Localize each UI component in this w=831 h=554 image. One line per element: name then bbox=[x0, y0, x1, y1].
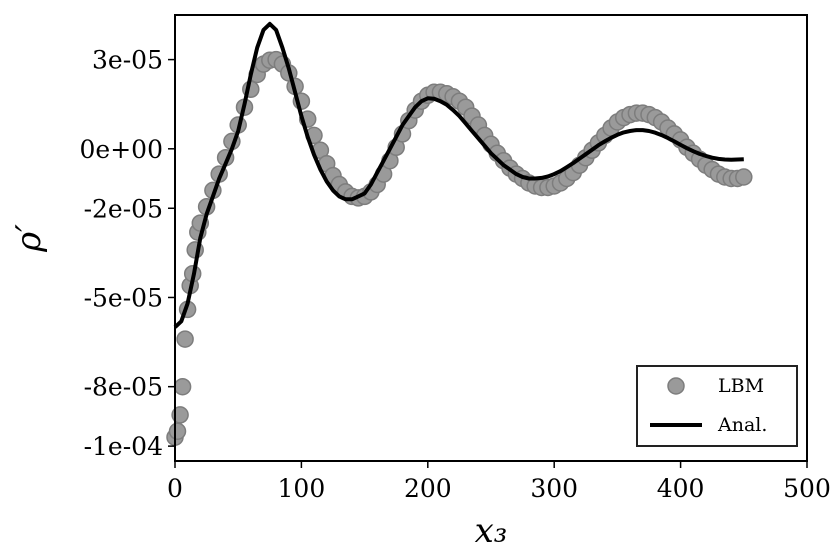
x-tick-label: 100 bbox=[278, 474, 326, 503]
lbm-series bbox=[166, 50, 753, 446]
y-tick-label: -8e-05 bbox=[84, 373, 163, 402]
legend-anal-label: Anal. bbox=[717, 414, 767, 436]
y-tick-label: 0e+00 bbox=[80, 135, 163, 164]
y-axis: 3e-05 0e+00 -2e-05 -5e-05 -8e-05 -1e-04 bbox=[80, 46, 175, 461]
x-axis: 0 100 200 300 400 500 bbox=[167, 461, 831, 503]
plot-frame bbox=[174, 14, 808, 462]
lbm-point bbox=[176, 330, 194, 348]
y-tick-label: -2e-05 bbox=[84, 194, 163, 223]
y-tick-label: 3e-05 bbox=[92, 46, 163, 75]
lbm-point bbox=[168, 422, 187, 441]
x-tick-label: 500 bbox=[783, 474, 831, 503]
legend-lbm-label: LBM bbox=[718, 375, 764, 397]
y-tick-label: -5e-05 bbox=[84, 283, 163, 312]
legend-lbm-marker bbox=[667, 377, 685, 395]
anal-series-line bbox=[173, 21, 744, 329]
y-tick-label: -1e-04 bbox=[84, 432, 163, 461]
legend-box bbox=[636, 365, 798, 447]
lbm-point bbox=[735, 168, 753, 186]
lbm-point bbox=[171, 406, 189, 424]
lbm-point bbox=[173, 377, 192, 396]
plot-area bbox=[166, 21, 753, 446]
x-tick-label: 400 bbox=[657, 474, 705, 503]
y-axis-label: ρ′ bbox=[9, 224, 49, 253]
x-tick-label: 200 bbox=[404, 474, 452, 503]
x-tick-label: 300 bbox=[530, 474, 578, 503]
x-tick-label: 0 bbox=[167, 474, 183, 503]
legend: LBM Anal. bbox=[636, 365, 798, 447]
x-axis-label: x₃ bbox=[475, 511, 508, 551]
